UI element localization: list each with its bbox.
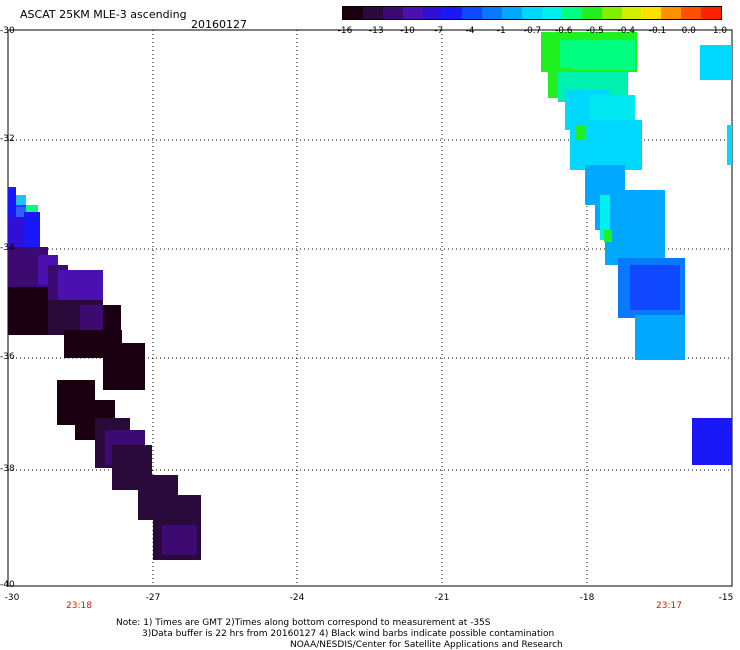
note-line-2: 3)Data buffer is 22 hrs from 20160127 4)…	[142, 629, 555, 639]
colorbar-segment	[442, 7, 463, 19]
note-line-3: NOAA/NESDIS/Center for Satellite Applica…	[290, 640, 563, 650]
colorbar-segment	[362, 7, 384, 19]
colorbar-tick-label: -10	[400, 26, 415, 36]
colorbar-tick-label: -13	[368, 26, 384, 36]
colorbar-segment	[422, 7, 443, 19]
colorbar	[342, 6, 722, 20]
colorbar-tick-label: -16	[337, 26, 353, 36]
colorbar-segment	[343, 7, 364, 19]
plot-title: ASCAT 25KM MLE-3 ascending	[20, 8, 187, 21]
colorbar-tick-label: -0.5	[586, 26, 604, 36]
y-label-30: -30	[0, 26, 15, 36]
y-label-36: -36	[0, 352, 15, 362]
time-right: 23:17	[656, 601, 682, 611]
colorbar-tick-label: -0.4	[617, 26, 636, 36]
colorbar-segment	[382, 7, 404, 19]
time-left: 23:18	[66, 601, 92, 611]
colorbar-tick-label: -0.7	[523, 26, 542, 36]
colorbar-segment	[601, 7, 623, 19]
colorbar-segment	[482, 7, 503, 19]
colorbar-tick-label: -1	[496, 26, 506, 36]
note-line-1: Note: 1) Times are GMT 2)Times along bot…	[116, 618, 491, 628]
colorbar-segment	[561, 7, 583, 19]
colorbar-tick-label: -0.6	[554, 26, 573, 36]
x-label-18: -18	[579, 593, 595, 603]
colorbar-segment	[502, 7, 523, 19]
y-label-38: -38	[0, 464, 15, 474]
colorbar-tick-label: 0.0	[681, 26, 696, 36]
colorbar-tick-label: -0.1	[648, 26, 667, 36]
colorbar-segment	[581, 7, 603, 19]
colorbar-segment	[641, 7, 662, 19]
colorbar-segment	[541, 7, 563, 19]
left-swath	[8, 187, 201, 560]
colorbar-segment	[701, 7, 722, 19]
right-swath	[541, 32, 732, 465]
x-label-24: -24	[289, 593, 305, 603]
colorbar-segment	[681, 7, 702, 19]
x-label-21: -21	[434, 593, 450, 603]
colorbar-segment	[621, 7, 642, 19]
colorbar-segment	[661, 7, 682, 19]
x-label-30: -30	[4, 593, 20, 603]
colorbar-tick-label: -4	[465, 26, 475, 36]
colorbar-tick-label: 1.0	[712, 26, 728, 36]
x-label-27: -27	[145, 593, 161, 603]
y-label-32: -32	[0, 134, 15, 144]
colorbar-segment	[522, 7, 543, 19]
plot-date: 20160127	[191, 18, 247, 31]
y-label-34: -34	[0, 243, 15, 253]
colorbar-segment	[462, 7, 483, 19]
colorbar-tick-label: -7	[434, 26, 444, 36]
colorbar-segment	[402, 7, 424, 19]
x-label-15: -15	[718, 593, 734, 603]
y-label-40: -40	[0, 580, 15, 590]
